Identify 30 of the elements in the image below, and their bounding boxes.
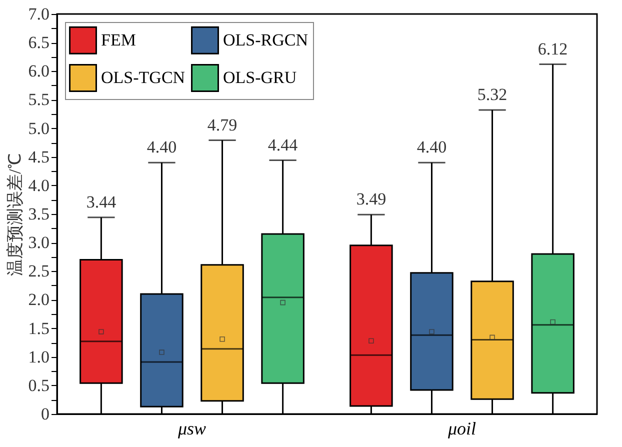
text: 6.12 bbox=[538, 39, 568, 58]
y-tick-label: 2.5 bbox=[28, 262, 50, 281]
x-tick-label: μsw bbox=[176, 418, 206, 438]
y-tick-label: 0.5 bbox=[28, 376, 50, 395]
y-tick-label: 3.5 bbox=[28, 204, 50, 224]
legend-label: FEM bbox=[101, 30, 136, 50]
y-tick-label: 3.0 bbox=[28, 233, 50, 252]
text: 4.44 bbox=[268, 135, 298, 154]
legend-label: OLS-TGCN bbox=[101, 68, 186, 87]
y-tick-label: 4.0 bbox=[28, 176, 50, 195]
y-tick-label: 1.5 bbox=[28, 318, 50, 338]
text: 4.40 bbox=[146, 138, 177, 157]
y-tick-label: 7.0 bbox=[28, 4, 50, 24]
y-tick-label: 0 bbox=[41, 404, 50, 424]
y-tick-label: 5.5 bbox=[28, 90, 50, 110]
x-tick-label: μoil bbox=[446, 418, 476, 438]
text: 5.32 bbox=[477, 85, 508, 104]
text: 4.40 bbox=[416, 138, 447, 157]
legend-label: OLS-RGCN bbox=[223, 30, 308, 50]
y-tick-label: 2.0 bbox=[28, 290, 50, 310]
text: 3.49 bbox=[356, 190, 386, 209]
y-tick-label: 5.0 bbox=[28, 118, 50, 138]
text: 4.79 bbox=[207, 115, 238, 134]
legend-label: OLS-GRU bbox=[223, 68, 297, 87]
y-tick-label: 4.5 bbox=[28, 147, 50, 166]
y-tick-label: 1.0 bbox=[28, 347, 50, 366]
text: 3.44 bbox=[86, 192, 116, 212]
y-tick-label: 6.0 bbox=[28, 62, 50, 81]
y-tick-label: 6.5 bbox=[28, 33, 50, 52]
y-axis-title: 温度预测误差/℃ bbox=[5, 153, 24, 276]
